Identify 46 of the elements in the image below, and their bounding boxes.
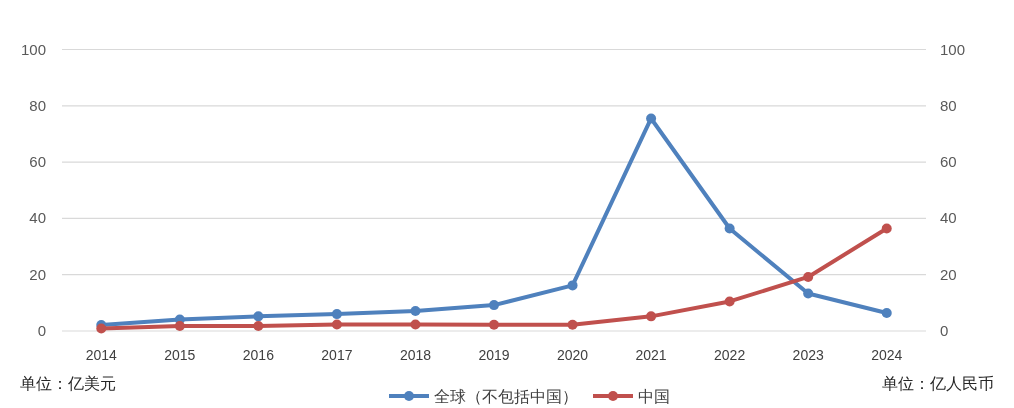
y-axis-title: 单位：亿美元	[20, 375, 116, 392]
point	[331, 309, 342, 320]
point	[803, 271, 814, 282]
x-tick-label: 2022	[714, 347, 746, 363]
point	[724, 223, 735, 234]
y2-tick-label: 40	[940, 209, 957, 227]
y2-axis-title: 单位：亿人民币	[882, 375, 994, 392]
x-tick-label: 2024	[871, 347, 903, 363]
legend-label: 中国	[638, 388, 670, 405]
x-tick-label: 2020	[556, 347, 589, 363]
x-tick-label: 2014	[85, 347, 118, 363]
point	[803, 288, 814, 299]
x-tick-label: 2016	[242, 347, 275, 363]
point	[646, 113, 657, 124]
point	[489, 319, 499, 330]
point	[331, 319, 342, 330]
point	[489, 300, 499, 311]
y2-tick-label: 0	[940, 322, 949, 339]
y2-tick-label: 20	[940, 265, 957, 283]
y-tick-label: 100	[20, 40, 46, 58]
point	[410, 319, 421, 330]
y-tick-label: 40	[29, 209, 46, 227]
y-tick-label: 80	[29, 96, 46, 114]
y-tick-label: 0	[37, 322, 46, 339]
point	[253, 320, 264, 331]
point	[410, 306, 421, 317]
x-tick-label: 2019	[478, 347, 510, 363]
y2-tick-label: 100	[940, 40, 966, 58]
point	[174, 320, 185, 331]
y2-tick-label: 60	[940, 153, 957, 171]
y-tick-label: 20	[29, 265, 46, 283]
point	[881, 223, 892, 234]
point	[567, 280, 578, 291]
x-tick-label: 2018	[399, 347, 432, 363]
point	[567, 319, 578, 330]
y-tick-label: 60	[29, 153, 46, 171]
x-tick-label: 2021	[635, 347, 667, 363]
point	[646, 311, 657, 322]
x-tick-label: 2015	[164, 347, 196, 363]
point	[724, 296, 735, 307]
x-tick-label: 2017	[321, 347, 353, 363]
legend-label: 全球（不包括中国）	[434, 388, 578, 405]
y2-tick-label: 80	[940, 96, 957, 114]
point	[881, 307, 892, 318]
point	[253, 311, 264, 322]
x-tick-label: 2023	[792, 347, 824, 363]
